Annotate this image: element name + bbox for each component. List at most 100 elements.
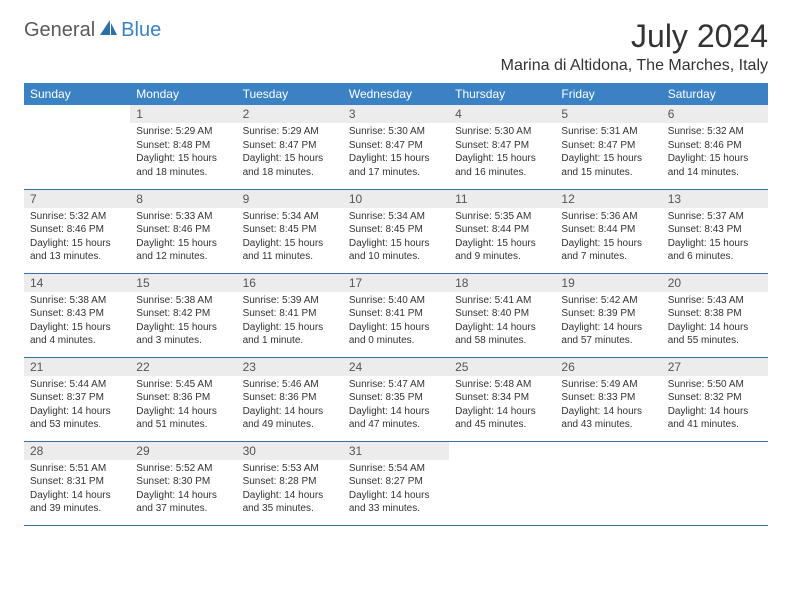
sunrise-text: Sunrise: 5:32 AM [30,210,124,224]
day-number: 11 [449,190,555,208]
sunrise-text: Sunrise: 5:48 AM [455,378,549,392]
calendar-day-cell: 23Sunrise: 5:46 AMSunset: 8:36 PMDayligh… [237,357,343,441]
sunset-text: Sunset: 8:44 PM [455,223,549,237]
day-number: 8 [130,190,236,208]
calendar-day-cell: 10Sunrise: 5:34 AMSunset: 8:45 PMDayligh… [343,189,449,273]
sunset-text: Sunset: 8:47 PM [349,139,443,153]
logo-text-general: General [24,19,95,42]
sunset-text: Sunset: 8:43 PM [668,223,762,237]
sunrise-text: Sunrise: 5:38 AM [136,294,230,308]
calendar-page: General Blue July 2024 Marina di Altidon… [0,0,792,538]
day-number: 12 [555,190,661,208]
daylight-text: Daylight: 14 hours and 57 minutes. [561,321,655,348]
daylight-text: Daylight: 14 hours and 55 minutes. [668,321,762,348]
daylight-text: Daylight: 14 hours and 51 minutes. [136,405,230,432]
daylight-text: Daylight: 15 hours and 18 minutes. [136,152,230,179]
sunset-text: Sunset: 8:28 PM [243,475,337,489]
calendar-day-cell: 13Sunrise: 5:37 AMSunset: 8:43 PMDayligh… [662,189,768,273]
day-details: Sunrise: 5:44 AMSunset: 8:37 PMDaylight:… [24,376,130,436]
page-header: General Blue July 2024 Marina di Altidon… [24,18,768,75]
calendar-day-cell: 21Sunrise: 5:44 AMSunset: 8:37 PMDayligh… [24,357,130,441]
day-number: 17 [343,274,449,292]
sunrise-text: Sunrise: 5:39 AM [243,294,337,308]
day-details: Sunrise: 5:53 AMSunset: 8:28 PMDaylight:… [237,460,343,520]
weekday-header-row: Sunday Monday Tuesday Wednesday Thursday… [24,83,768,105]
day-details: Sunrise: 5:49 AMSunset: 8:33 PMDaylight:… [555,376,661,436]
calendar-day-cell [24,105,130,189]
sunset-text: Sunset: 8:30 PM [136,475,230,489]
calendar-day-cell: 9Sunrise: 5:34 AMSunset: 8:45 PMDaylight… [237,189,343,273]
sunrise-text: Sunrise: 5:51 AM [30,462,124,476]
calendar-day-cell: 26Sunrise: 5:49 AMSunset: 8:33 PMDayligh… [555,357,661,441]
sunrise-text: Sunrise: 5:34 AM [349,210,443,224]
sunset-text: Sunset: 8:36 PM [243,391,337,405]
sunset-text: Sunset: 8:41 PM [243,307,337,321]
day-number: 29 [130,442,236,460]
daylight-text: Daylight: 14 hours and 49 minutes. [243,405,337,432]
weekday-header: Tuesday [237,83,343,105]
daylight-text: Daylight: 15 hours and 15 minutes. [561,152,655,179]
sunrise-text: Sunrise: 5:45 AM [136,378,230,392]
day-number: 13 [662,190,768,208]
sunset-text: Sunset: 8:33 PM [561,391,655,405]
sunset-text: Sunset: 8:40 PM [455,307,549,321]
day-details: Sunrise: 5:36 AMSunset: 8:44 PMDaylight:… [555,208,661,268]
day-number: 18 [449,274,555,292]
daylight-text: Daylight: 15 hours and 16 minutes. [455,152,549,179]
sail-icon [97,18,119,43]
sunrise-text: Sunrise: 5:43 AM [668,294,762,308]
calendar-day-cell: 24Sunrise: 5:47 AMSunset: 8:35 PMDayligh… [343,357,449,441]
calendar-day-cell: 2Sunrise: 5:29 AMSunset: 8:47 PMDaylight… [237,105,343,189]
day-number: 21 [24,358,130,376]
daylight-text: Daylight: 15 hours and 4 minutes. [30,321,124,348]
calendar-day-cell: 22Sunrise: 5:45 AMSunset: 8:36 PMDayligh… [130,357,236,441]
day-details: Sunrise: 5:32 AMSunset: 8:46 PMDaylight:… [24,208,130,268]
sunset-text: Sunset: 8:34 PM [455,391,549,405]
weekday-header: Monday [130,83,236,105]
calendar-day-cell: 4Sunrise: 5:30 AMSunset: 8:47 PMDaylight… [449,105,555,189]
sunrise-text: Sunrise: 5:29 AM [136,125,230,139]
calendar-day-cell: 27Sunrise: 5:50 AMSunset: 8:32 PMDayligh… [662,357,768,441]
sunset-text: Sunset: 8:32 PM [668,391,762,405]
day-details: Sunrise: 5:38 AMSunset: 8:43 PMDaylight:… [24,292,130,352]
sunset-text: Sunset: 8:47 PM [243,139,337,153]
title-block: July 2024 Marina di Altidona, The Marche… [501,18,768,75]
calendar-day-cell: 18Sunrise: 5:41 AMSunset: 8:40 PMDayligh… [449,273,555,357]
day-number: 26 [555,358,661,376]
sunset-text: Sunset: 8:35 PM [349,391,443,405]
daylight-text: Daylight: 14 hours and 47 minutes. [349,405,443,432]
calendar-week-row: 1Sunrise: 5:29 AMSunset: 8:48 PMDaylight… [24,105,768,189]
sunset-text: Sunset: 8:46 PM [136,223,230,237]
day-number: 4 [449,105,555,123]
daylight-text: Daylight: 15 hours and 13 minutes. [30,237,124,264]
logo-text-blue: Blue [121,19,161,42]
sunrise-text: Sunrise: 5:47 AM [349,378,443,392]
daylight-text: Daylight: 14 hours and 37 minutes. [136,489,230,516]
calendar-week-row: 28Sunrise: 5:51 AMSunset: 8:31 PMDayligh… [24,441,768,525]
day-number: 6 [662,105,768,123]
sunset-text: Sunset: 8:36 PM [136,391,230,405]
daylight-text: Daylight: 15 hours and 11 minutes. [243,237,337,264]
daylight-text: Daylight: 15 hours and 18 minutes. [243,152,337,179]
sunrise-text: Sunrise: 5:42 AM [561,294,655,308]
daylight-text: Daylight: 14 hours and 35 minutes. [243,489,337,516]
sunset-text: Sunset: 8:38 PM [668,307,762,321]
day-details: Sunrise: 5:42 AMSunset: 8:39 PMDaylight:… [555,292,661,352]
calendar-day-cell: 1Sunrise: 5:29 AMSunset: 8:48 PMDaylight… [130,105,236,189]
day-number: 19 [555,274,661,292]
sunrise-text: Sunrise: 5:53 AM [243,462,337,476]
sunrise-text: Sunrise: 5:40 AM [349,294,443,308]
calendar-week-row: 21Sunrise: 5:44 AMSunset: 8:37 PMDayligh… [24,357,768,441]
sunset-text: Sunset: 8:46 PM [30,223,124,237]
sunset-text: Sunset: 8:48 PM [136,139,230,153]
daylight-text: Daylight: 14 hours and 43 minutes. [561,405,655,432]
daylight-text: Daylight: 15 hours and 1 minute. [243,321,337,348]
day-number: 27 [662,358,768,376]
calendar-day-cell: 28Sunrise: 5:51 AMSunset: 8:31 PMDayligh… [24,441,130,525]
day-details: Sunrise: 5:30 AMSunset: 8:47 PMDaylight:… [449,123,555,183]
calendar-day-cell: 20Sunrise: 5:43 AMSunset: 8:38 PMDayligh… [662,273,768,357]
brand-logo: General Blue [24,18,161,43]
sunrise-text: Sunrise: 5:44 AM [30,378,124,392]
day-number: 14 [24,274,130,292]
calendar-table: Sunday Monday Tuesday Wednesday Thursday… [24,83,768,526]
